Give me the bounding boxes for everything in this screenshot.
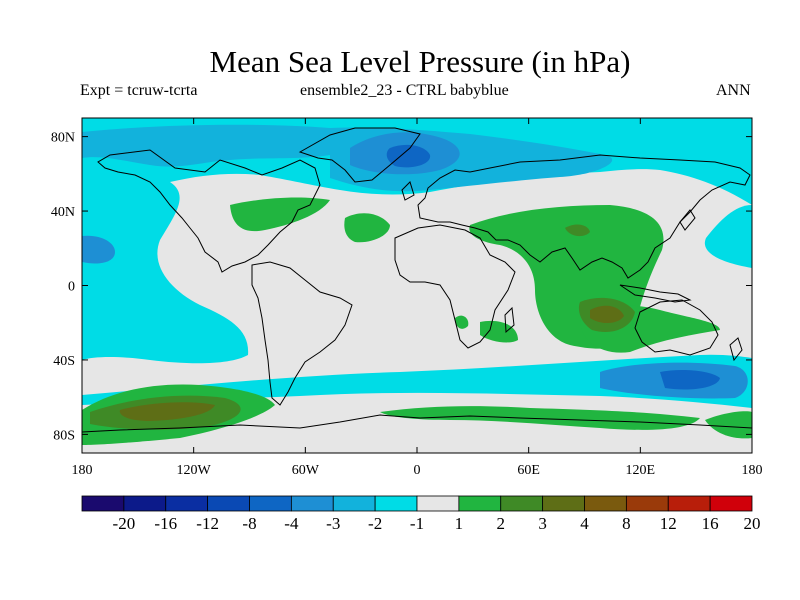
colorbar-label: -20 [113,514,136,533]
lat-tick-label: 40N [51,205,75,220]
colorbar-label: 16 [702,514,719,533]
coastline-eurasia [417,154,751,279]
colorbar-swatch [542,495,585,512]
colorbar-label: 20 [744,514,761,533]
indian-ocean-peak-high [590,305,624,324]
colorbar-label: 3 [538,514,547,533]
tibet-medium-high [565,224,590,237]
coastline-africa [394,224,516,349]
lat-tick-label: 80N [51,131,75,146]
coastline-south-america [251,261,353,406]
colorbar-swatch [500,495,544,512]
colorbar-label: -16 [154,514,177,533]
antarctic-coast-high [380,406,700,430]
colorbar-label: 12 [660,514,677,533]
colorbar-label: -1 [410,514,424,533]
lon-tick-label: 180 [72,463,93,478]
negative-anomaly-fields [82,118,752,408]
colorbar-swatch [709,495,753,512]
colorbar-label: 8 [622,514,631,533]
colorbar-label: -12 [196,514,219,533]
colorbar-label: -4 [284,514,299,533]
colorbar-swatch [207,495,250,512]
colorbar-swatch [290,495,334,512]
south-africa-high [455,315,469,329]
lon-tick-label: 0 [414,463,421,478]
colorbar-label: 4 [580,514,589,533]
coastline-greenland [298,127,421,183]
colorbar-swatch [123,495,167,512]
southern-pacific-low [82,235,115,264]
colorbar-swatch [667,495,711,512]
colorbar-swatch [458,495,502,512]
season-label: ANN [716,82,751,99]
lat-tick-label: 0 [68,280,75,295]
colorbar-swatch [416,495,460,512]
mid-atlantic-high [344,213,390,243]
colorbar-swatch [165,495,209,512]
coastline-new-zealand [729,337,743,362]
colorbar-label: 2 [497,514,506,533]
colorbar-swatch [584,495,627,512]
arctic-medium-low [82,124,353,167]
colorbar-label: -8 [242,514,256,533]
colorbar-swatch [81,495,125,512]
lon-tick-label: 120E [626,463,656,478]
north-atlantic-high [230,197,330,232]
southern-deep-low [660,370,720,390]
colorbar-label: -3 [326,514,340,533]
coastlines [82,127,752,433]
colorbar-swatch [374,495,418,512]
coastline-australia [634,299,719,356]
colorbar-swatch [332,495,376,512]
map-axes: 80N 40N 0 40S 80S 180 120W 60W 0 60E 120E 180 [51,118,763,478]
lon-tick-label: 60W [292,463,320,478]
lat-tick-label: 80S [53,428,75,443]
lon-tick-label: 60E [517,463,540,478]
colorbar-swatch [625,495,669,512]
coastline-antarctica [82,414,752,433]
colorbar-swatch [249,495,292,512]
north-pacific-low [82,181,249,364]
coastline-madagascar [504,306,515,334]
coastline-indonesia [619,284,692,303]
coastline-japan [679,209,696,231]
colorbar-label: 1 [455,514,464,533]
lon-tick-label: 180 [742,463,763,478]
south-pacific-peak-high [119,402,215,421]
lon-tick-label: 120W [177,463,212,478]
lat-tick-label: 40S [53,354,75,369]
map-title: Mean Sea Level Pressure (in hPa) [209,44,631,79]
antarctic-east-high [705,411,752,439]
south-atlantic-high [480,320,518,343]
positive-anomaly-fields [82,197,752,445]
experiment-label: Expt = tcruw-tcrta [80,82,198,99]
colorbar: -20 -16 -12 -8 -4 -3 -2 -1 1 2 3 4 8 12 16 20 [81,495,761,533]
colorbar-label: -2 [368,514,382,533]
iceland-deep-low [386,144,431,168]
coastline-north-america [97,149,321,273]
west-pacific-low [704,205,752,268]
ensemble-label: ensemble2_23 - CTRL babyblue [300,82,509,99]
coastline-british-isles [401,181,415,201]
